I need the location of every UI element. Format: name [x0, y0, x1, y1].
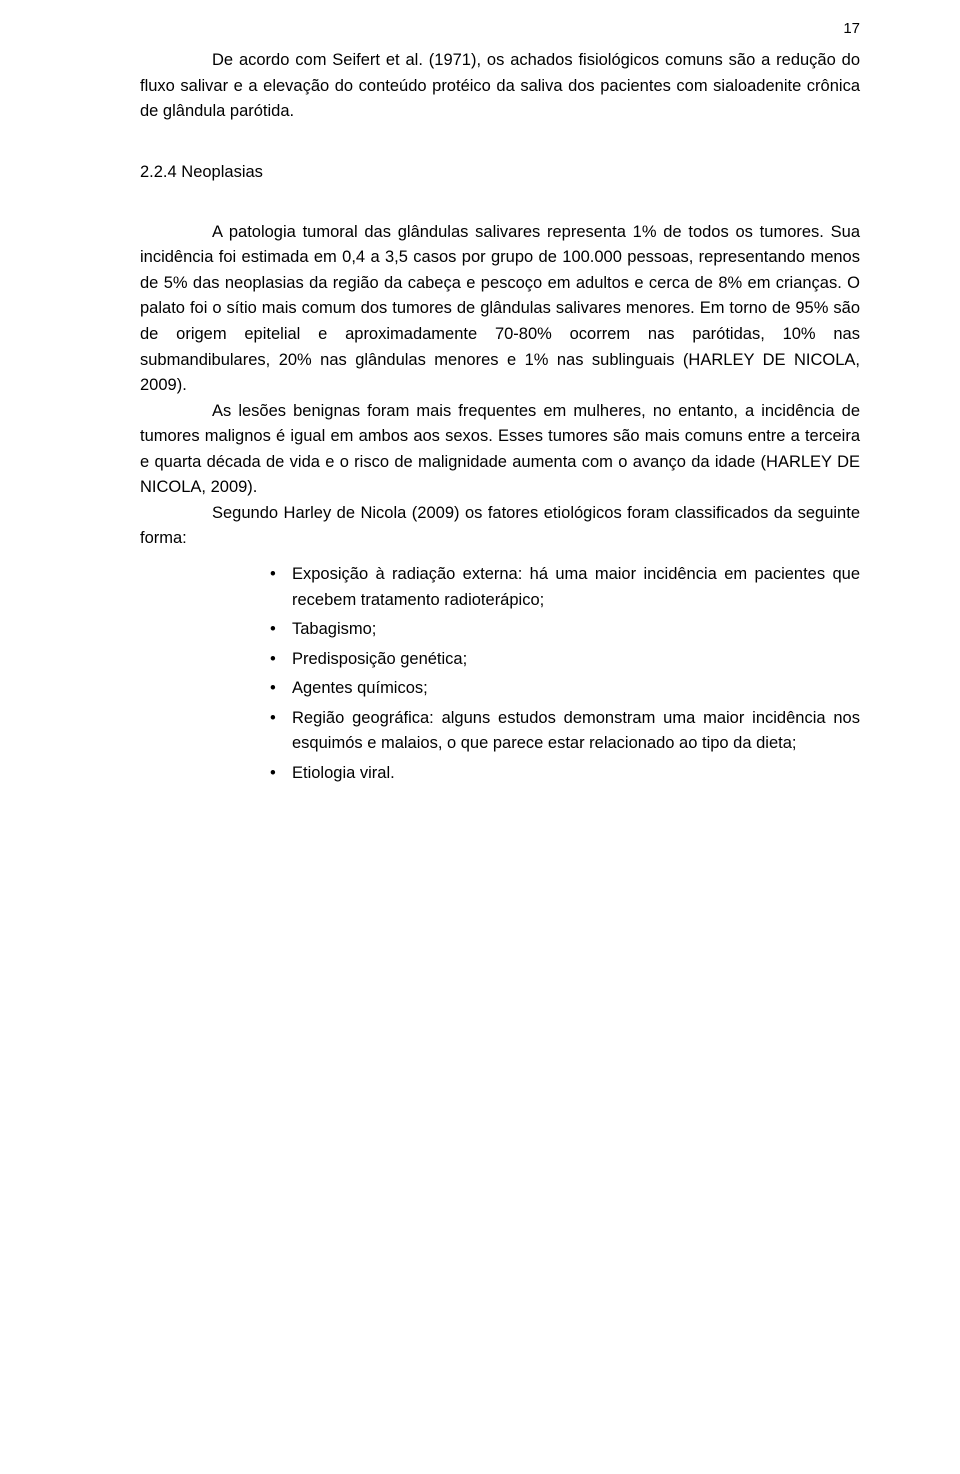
page-content: De acordo com Seifert et al. (1971), os … — [0, 0, 960, 851]
list-item: • Região geográfica: alguns estudos demo… — [270, 706, 860, 757]
page-number: 17 — [843, 20, 860, 37]
list-item: • Predisposição genética; — [270, 647, 860, 673]
bullet-icon: • — [270, 706, 276, 732]
paragraph-3: As lesões benignas foram mais frequentes… — [140, 399, 860, 501]
list-item: • Tabagismo; — [270, 617, 860, 643]
list-item-text: Exposição à radiação externa: há uma mai… — [292, 565, 860, 609]
bullet-list: • Exposição à radiação externa: há uma m… — [140, 562, 860, 787]
paragraph-2: A patologia tumoral das glândulas saliva… — [140, 220, 860, 399]
list-item-text: Agentes químicos; — [292, 679, 428, 697]
bullet-icon: • — [270, 617, 276, 643]
list-item: • Agentes químicos; — [270, 676, 860, 702]
section-body: A patologia tumoral das glândulas saliva… — [140, 220, 860, 552]
paragraph-4: Segundo Harley de Nicola (2009) os fator… — [140, 501, 860, 552]
list-item-text: Predisposição genética; — [292, 650, 467, 668]
bullet-icon: • — [270, 761, 276, 787]
paragraph-intro: De acordo com Seifert et al. (1971), os … — [140, 48, 860, 125]
bullet-icon: • — [270, 647, 276, 673]
bullet-icon: • — [270, 676, 276, 702]
bullet-icon: • — [270, 562, 276, 588]
list-item: • Exposição à radiação externa: há uma m… — [270, 562, 860, 613]
list-item-text: Região geográfica: alguns estudos demons… — [292, 709, 860, 753]
list-item-text: Tabagismo; — [292, 620, 376, 638]
list-item-text: Etiologia viral. — [292, 764, 395, 782]
section-heading: 2.2.4 Neoplasias — [140, 163, 860, 182]
list-item: • Etiologia viral. — [270, 761, 860, 787]
